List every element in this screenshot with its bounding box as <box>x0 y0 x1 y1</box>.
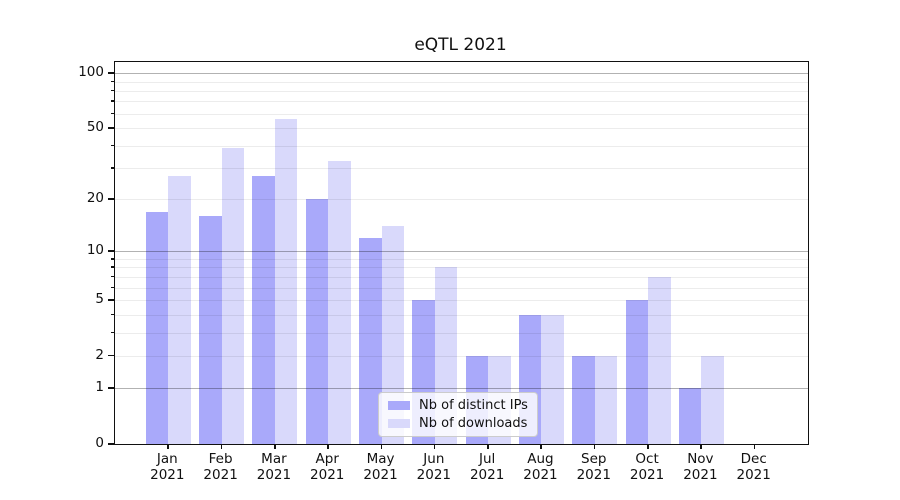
legend-swatch-downloads <box>388 419 410 428</box>
y-minor-tick-mark <box>110 112 114 115</box>
plot-area <box>114 61 809 445</box>
x-tick-label-nov: Nov 2021 <box>683 451 718 483</box>
bars-layer <box>115 62 808 444</box>
bar-sep-downloads <box>594 355 618 444</box>
y-tick-label-1: 1 <box>95 379 104 396</box>
y-minor-tick-mark <box>110 257 114 260</box>
legend: Nb of distinct IPs Nb of downloads <box>378 392 538 437</box>
bar-oct-ips <box>625 300 649 444</box>
y-minor-tick-mark <box>110 144 114 147</box>
legend-label-distinct-ips: Nb of distinct IPs <box>419 398 528 413</box>
y-tick-label-0: 0 <box>95 435 104 451</box>
legend-label-downloads: Nb of downloads <box>419 416 528 431</box>
bar-aug-downloads <box>541 314 564 444</box>
bar-may-ips <box>359 237 382 444</box>
x-tick-mark <box>753 444 756 449</box>
x-tick-label-oct: Oct 2021 <box>629 451 665 483</box>
y-minor-tick-mark <box>110 275 114 278</box>
x-tick-mark <box>167 444 169 449</box>
y-minor-tick-mark <box>110 167 114 169</box>
y-tick-mark <box>108 354 114 357</box>
bar-feb-downloads <box>221 147 245 444</box>
y-minor-tick-mark <box>110 80 114 83</box>
x-tick-mark <box>220 444 223 449</box>
y-minor-tick-mark <box>110 331 114 334</box>
x-tick-label-aug: Aug 2021 <box>523 451 558 483</box>
bar-oct-downloads <box>648 276 671 444</box>
bar-jan-ips <box>145 211 169 444</box>
x-tick-mark <box>700 444 702 449</box>
y-tick-label-50: 50 <box>86 119 104 136</box>
y-tick-mark <box>108 127 114 129</box>
legend-swatch-distinct-ips <box>388 401 410 410</box>
bar-may-downloads <box>381 226 405 444</box>
x-tick-label-jan: Jan 2021 <box>150 451 185 483</box>
y-tick-label-5: 5 <box>95 291 104 307</box>
x-tick-label-jun: Jun 2021 <box>416 451 452 483</box>
bar-feb-ips <box>199 216 222 444</box>
x-tick-label-jul: Jul 2021 <box>469 451 505 483</box>
legend-item-downloads: Nb of downloads <box>388 416 528 431</box>
y-tick-mark <box>108 72 114 74</box>
x-tick-mark <box>487 444 489 449</box>
x-tick-label-dec: Dec 2021 <box>736 451 771 483</box>
x-tick-label-may: May 2021 <box>363 451 398 483</box>
y-minor-tick-mark <box>110 266 114 269</box>
bar-apr-downloads <box>328 160 351 444</box>
x-tick-label-apr: Apr 2021 <box>310 451 345 483</box>
x-tick-mark <box>593 444 596 449</box>
y-tick-mark <box>108 250 114 252</box>
y-tick-mark <box>108 299 114 301</box>
chart-title: eQTL 2021 <box>414 35 507 55</box>
x-tick-mark <box>433 444 436 449</box>
x-tick-mark <box>540 444 543 449</box>
y-tick-label-100: 100 <box>78 64 104 81</box>
y-tick-label-2: 2 <box>95 346 104 363</box>
bar-nov-ips <box>678 388 702 444</box>
y-minor-tick-mark <box>110 100 114 103</box>
y-minor-tick-mark <box>110 89 114 92</box>
bar-mar-ips <box>252 176 275 444</box>
x-tick-label-mar: Mar 2021 <box>256 451 292 483</box>
x-tick-mark <box>273 444 276 449</box>
y-tick-mark <box>108 443 114 445</box>
y-tick-mark <box>108 387 114 389</box>
y-tick-label-10: 10 <box>86 242 104 259</box>
bar-jan-downloads <box>168 176 191 444</box>
bar-nov-downloads <box>701 355 724 444</box>
legend-item-distinct-ips: Nb of distinct IPs <box>388 398 528 413</box>
x-tick-mark <box>380 444 383 449</box>
bar-mar-downloads <box>274 119 298 444</box>
y-minor-tick-mark <box>110 313 114 316</box>
bar-apr-ips <box>305 199 329 444</box>
y-tick-label-20: 20 <box>86 190 104 207</box>
x-tick-label-sep: Sep 2021 <box>576 451 611 483</box>
bar-sep-ips <box>572 355 595 444</box>
x-tick-label-feb: Feb 2021 <box>203 451 238 483</box>
x-tick-mark <box>647 444 649 449</box>
y-minor-tick-mark <box>110 286 114 289</box>
y-tick-mark <box>108 198 114 200</box>
x-tick-mark <box>327 444 329 449</box>
